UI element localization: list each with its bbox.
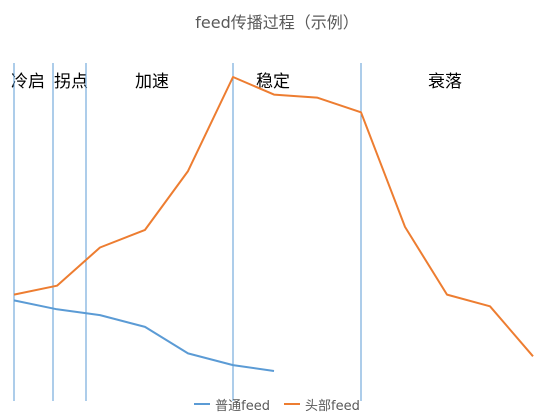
series-line-0	[13, 299, 275, 372]
legend-swatch-normal-feed	[194, 403, 211, 405]
phase-label-1: 拐点	[54, 72, 88, 92]
phase-label-0: 冷启	[11, 72, 45, 92]
legend-label-top-feed: 头部feed	[305, 398, 360, 414]
legend-label-normal-feed: 普通feed	[215, 398, 270, 414]
phase-label-4: 衰落	[428, 72, 462, 92]
legend-item-normal-feed: 普通feed	[194, 395, 270, 414]
legend-swatch-top-feed	[284, 403, 300, 405]
legend-item-top-feed: 头部feed	[284, 395, 360, 414]
legend: 普通feed 头部feed	[0, 395, 554, 414]
chart-title: feed传播过程（示例）	[195, 13, 359, 32]
phase-label-2: 加速	[135, 72, 169, 92]
phase-label-3: 稳定	[256, 72, 290, 92]
series-line-1	[13, 76, 534, 357]
